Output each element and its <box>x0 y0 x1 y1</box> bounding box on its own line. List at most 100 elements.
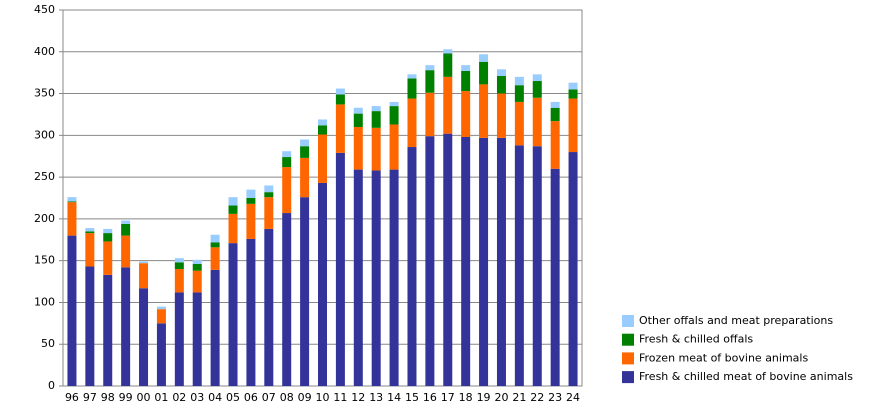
x-tick-label: 20 <box>494 391 508 404</box>
bar-segment <box>568 82 578 90</box>
bar-segment <box>425 136 435 386</box>
x-tick-label: 17 <box>441 391 455 404</box>
y-tick-label: 50 <box>41 337 55 350</box>
bar-segment <box>318 134 327 183</box>
bar-segment <box>443 76 453 134</box>
bar-segment <box>67 197 77 202</box>
x-tick-label: 08 <box>280 391 294 404</box>
bar-segment <box>318 125 327 135</box>
bar-segment <box>103 228 113 234</box>
x-tick-label: 11 <box>333 391 347 404</box>
bar-segment <box>353 113 363 127</box>
bar-segment <box>335 152 345 386</box>
x-tick-label: 12 <box>351 391 365 404</box>
bar-segment <box>246 198 256 204</box>
bar-segment <box>192 264 202 271</box>
y-tick-label: 0 <box>48 379 55 392</box>
legend-label: Frozen meat of bovine animals <box>639 351 808 364</box>
bar-segment <box>443 133 453 386</box>
y-tick-label: 250 <box>34 170 55 183</box>
x-tick-label: 16 <box>423 391 437 404</box>
bar-segment <box>121 220 131 224</box>
bar-segment <box>264 185 274 193</box>
bar-segment <box>532 81 542 98</box>
x-tick-label: 05 <box>226 391 240 404</box>
bar-segment <box>156 309 166 324</box>
bar-segment <box>318 182 327 386</box>
bar-segment <box>282 151 292 158</box>
bar-segment <box>496 93 506 138</box>
bar-segment <box>461 70 471 92</box>
bar-segment <box>103 233 113 242</box>
bar-segment <box>85 228 95 232</box>
legend-swatch <box>622 352 634 365</box>
x-tick-label: 04 <box>208 391 222 404</box>
bar-segment <box>389 124 399 170</box>
legend-swatch <box>622 333 634 346</box>
y-tick-label: 150 <box>34 254 55 267</box>
x-tick-label: 96 <box>65 391 79 404</box>
bar-segment <box>353 169 363 386</box>
bar-segment <box>568 152 578 386</box>
bar-segment <box>389 106 399 125</box>
y-tick-label: 350 <box>34 87 55 100</box>
legend-label: Other offals and meat preparations <box>639 314 833 327</box>
bar-segment <box>67 201 77 203</box>
bar-segment <box>550 168 560 386</box>
bar-segment <box>443 53 453 77</box>
bar-segment <box>121 267 131 386</box>
x-tick-label: 99 <box>119 391 133 404</box>
bar-segment <box>300 157 310 198</box>
bar-segment <box>532 97 542 147</box>
bar-segment <box>67 235 77 386</box>
bar-segment <box>121 223 131 236</box>
bar-segment <box>479 137 489 386</box>
legend-label: Fresh & chilled offals <box>639 333 753 346</box>
x-tick-label: 24 <box>566 391 580 404</box>
bar-segment <box>210 269 220 386</box>
x-tick-label: 00 <box>137 391 151 404</box>
bar-segment <box>479 84 489 138</box>
bar-segment <box>407 98 417 148</box>
x-tick-label: 23 <box>548 391 562 404</box>
x-tick-label: 97 <box>83 391 97 404</box>
bar-segment <box>550 107 560 122</box>
bar-segment <box>461 137 471 386</box>
bar-segment <box>550 121 560 169</box>
bar-segment <box>246 203 256 239</box>
bar-segment <box>174 269 184 293</box>
bar-segment <box>407 78 417 99</box>
bar-segment <box>103 274 113 386</box>
x-tick-label: 22 <box>530 391 544 404</box>
bar-segment <box>335 94 345 105</box>
bar-segment <box>479 54 489 62</box>
bar-segment <box>461 65 471 71</box>
bar-segment <box>85 233 95 267</box>
bar-segment <box>532 146 542 386</box>
bar-segment <box>568 89 578 99</box>
bar-segment <box>514 85 524 102</box>
bar-segment <box>103 241 113 275</box>
x-tick-label: 14 <box>387 391 401 404</box>
bar-segment <box>210 247 220 270</box>
y-tick-label: 200 <box>34 212 55 225</box>
bar-segment <box>496 137 506 386</box>
bar-segment <box>335 88 345 95</box>
legend-swatch <box>622 315 634 327</box>
x-tick-label: 03 <box>190 391 204 404</box>
bar-segment <box>514 145 524 386</box>
bar-segment <box>371 170 381 386</box>
bar-segment <box>550 101 560 108</box>
legend-label: Fresh & chilled meat of bovine animals <box>639 370 853 383</box>
x-tick-label: 15 <box>405 391 419 404</box>
bar-segment <box>389 169 399 386</box>
bar-segment <box>228 197 238 206</box>
x-tick-label: 13 <box>369 391 383 404</box>
y-tick-label: 400 <box>34 45 55 58</box>
bar-segment <box>389 101 399 107</box>
bar-segment <box>443 49 453 54</box>
bar-segment <box>371 111 381 128</box>
bar-segment <box>425 92 435 137</box>
bar-segment <box>407 147 417 386</box>
bar-segment <box>174 292 184 386</box>
